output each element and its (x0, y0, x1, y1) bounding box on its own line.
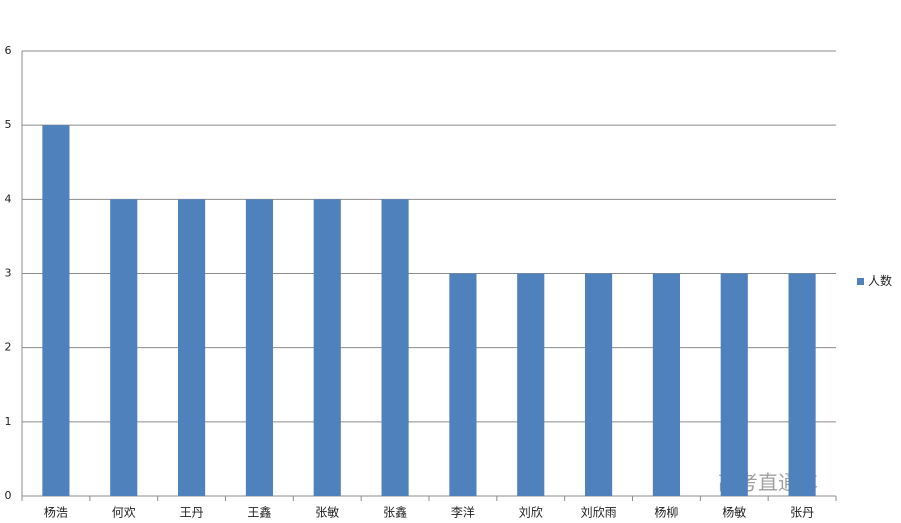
x-tick-label: 张敏 (315, 505, 339, 520)
x-tick-label: 杨敏 (722, 505, 746, 520)
x-tick-label: 张鑫 (383, 505, 407, 520)
x-tick-label: 张丹 (790, 506, 814, 520)
x-tick-label: 何欢 (112, 505, 136, 520)
y-tick-label: 1 (5, 415, 12, 428)
legend-label: 人数 (868, 273, 892, 288)
bar (42, 125, 70, 497)
bar (381, 199, 409, 497)
y-tick-label: 5 (5, 118, 12, 131)
bar (585, 273, 613, 496)
bar (652, 273, 680, 496)
bar (313, 199, 341, 497)
x-tick-label: 李洋 (451, 505, 475, 520)
bar (110, 199, 138, 497)
x-tick-label: 刘欣 (519, 506, 543, 520)
legend-swatch (857, 278, 864, 285)
y-tick-label: 3 (5, 267, 12, 280)
x-tick-label: 王丹 (180, 506, 204, 520)
y-tick-label: 0 (5, 489, 12, 502)
bar (245, 199, 273, 497)
bar (517, 273, 545, 496)
y-tick-label: 2 (5, 341, 12, 354)
x-tick-label: 刘欣雨 (581, 506, 617, 520)
bar (178, 199, 206, 497)
x-tick-label: 杨柳 (654, 505, 678, 520)
y-tick-label: 6 (5, 44, 12, 57)
y-tick-label: 4 (5, 192, 12, 205)
bar (449, 273, 477, 496)
bar (720, 273, 748, 496)
bar (788, 273, 816, 496)
x-tick-label: 杨浩 (44, 505, 68, 520)
x-tick-label: 王鑫 (247, 505, 271, 520)
